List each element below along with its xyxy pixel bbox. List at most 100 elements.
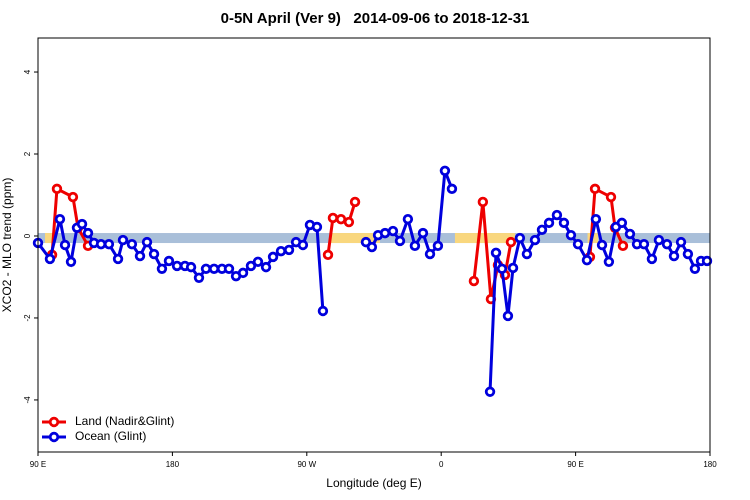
data-point xyxy=(558,217,570,229)
x-tick-label: 90 W xyxy=(297,460,316,469)
data-point xyxy=(505,236,517,248)
data-point xyxy=(349,196,361,208)
legend-label: Ocean (Glint) xyxy=(75,429,146,443)
y-tick-label: -2 xyxy=(23,314,32,322)
data-point xyxy=(163,255,175,267)
data-point xyxy=(335,213,347,225)
data-point xyxy=(51,183,63,195)
data-point xyxy=(379,227,391,239)
data-point xyxy=(624,228,636,240)
data-point xyxy=(589,183,601,195)
data-point xyxy=(82,227,94,239)
data-point xyxy=(59,239,71,251)
data-point xyxy=(616,217,628,229)
data-point xyxy=(439,165,451,177)
data-point xyxy=(311,221,323,233)
data-point xyxy=(572,238,584,250)
data-point xyxy=(596,239,608,251)
data-point xyxy=(117,234,129,246)
x-tick-label: 90 E xyxy=(30,460,46,469)
series-line xyxy=(326,201,357,256)
data-point xyxy=(536,224,548,236)
data-point xyxy=(668,250,680,262)
data-point xyxy=(701,255,713,267)
data-point xyxy=(208,263,220,274)
legend-label: Land (Nadir&Glint) xyxy=(75,414,174,428)
y-axis-label: XCO2 - MLO trend (ppm) xyxy=(0,178,14,313)
x-axis-label: Longitude (deg E) xyxy=(326,476,421,490)
data-point xyxy=(112,253,124,265)
data-point xyxy=(653,234,665,246)
data-point xyxy=(76,218,88,230)
data-point xyxy=(245,260,257,272)
data-point xyxy=(638,238,650,250)
data-point xyxy=(200,263,212,274)
data-point xyxy=(551,209,563,221)
data-point xyxy=(327,212,339,224)
data-point xyxy=(95,238,107,250)
data-point xyxy=(44,253,56,265)
data-point xyxy=(409,240,421,252)
data-point xyxy=(617,240,629,252)
data-point xyxy=(185,261,197,273)
y-tick-label: 2 xyxy=(23,151,32,156)
data-point xyxy=(581,254,593,266)
x-tick-label: 180 xyxy=(166,460,180,469)
y-tick-label: 4 xyxy=(23,69,32,74)
legend-marker xyxy=(48,416,60,428)
data-point xyxy=(502,310,514,322)
data-point xyxy=(343,216,355,228)
data-point xyxy=(366,241,378,253)
land-band xyxy=(45,233,53,244)
data-point xyxy=(126,238,138,250)
data-point xyxy=(134,250,146,262)
data-point xyxy=(237,267,249,279)
data-point xyxy=(529,234,541,246)
x-tick-label: 180 xyxy=(703,460,717,469)
plot-frame xyxy=(37,37,711,453)
data-point xyxy=(514,232,526,244)
data-point xyxy=(496,263,508,274)
data-point xyxy=(171,260,183,272)
data-point xyxy=(65,256,77,268)
data-point xyxy=(605,191,617,203)
data-point xyxy=(297,239,309,251)
data-point xyxy=(468,275,480,287)
data-point xyxy=(260,261,272,273)
data-point xyxy=(590,213,602,225)
data-point xyxy=(646,253,658,265)
chart-title: 0-5N April (Ver 9) 2014-09-06 to 2018-12… xyxy=(221,10,530,27)
data-point xyxy=(543,217,555,229)
data-point xyxy=(417,227,429,239)
data-point xyxy=(103,238,115,250)
data-point xyxy=(283,244,295,256)
data-point xyxy=(477,196,489,208)
data-point xyxy=(252,256,264,268)
legend-marker xyxy=(48,431,60,443)
data-point xyxy=(661,238,673,250)
data-point xyxy=(565,229,577,241)
data-point xyxy=(322,249,334,261)
y-tick-label: -4 xyxy=(23,396,32,404)
data-point xyxy=(490,247,502,258)
data-point xyxy=(275,245,287,257)
data-point xyxy=(603,256,615,268)
data-point xyxy=(223,263,235,274)
data-point xyxy=(521,248,533,260)
y-tick-label: 0 xyxy=(23,233,32,238)
data-point xyxy=(682,248,694,260)
data-point xyxy=(267,251,279,263)
data-point xyxy=(54,213,66,225)
data-point xyxy=(387,225,399,237)
data-point xyxy=(507,262,519,274)
data-point xyxy=(148,248,160,260)
data-point xyxy=(424,248,436,260)
data-point xyxy=(394,235,406,247)
data-point xyxy=(402,213,414,225)
data-point xyxy=(193,272,205,283)
x-tick-label: 90 E xyxy=(567,460,583,469)
data-point xyxy=(432,240,444,252)
data-point xyxy=(675,236,687,248)
data-point xyxy=(156,263,168,274)
